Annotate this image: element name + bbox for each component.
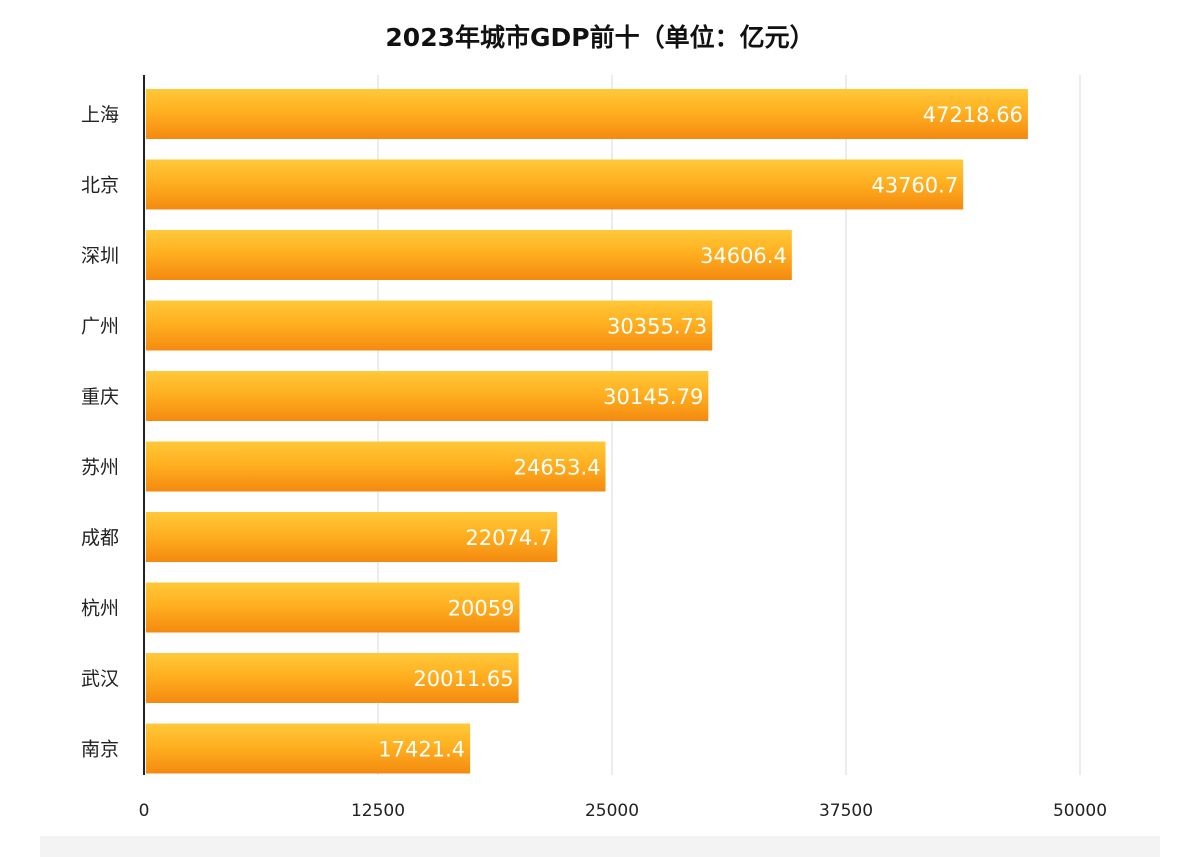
bar	[146, 371, 709, 421]
bar	[146, 723, 471, 774]
bar	[146, 159, 964, 210]
axis-layer: 0 12500 25000 37500 50000 上海北京深圳广州重庆苏州成都杭州武汉南…	[81, 75, 1107, 821]
data-label: 24653.4	[514, 456, 601, 480]
data-label: 30355.73	[607, 315, 707, 339]
bar	[146, 512, 558, 562]
y-tick-label: 南京	[81, 739, 119, 761]
y-tick-label: 杭州	[81, 598, 119, 620]
data-label: 30145.79	[603, 385, 703, 409]
bar	[146, 441, 606, 492]
y-tick-label: 成都	[81, 527, 119, 549]
bar	[146, 230, 792, 280]
y-tick-label: 苏州	[81, 457, 119, 479]
bar	[146, 89, 1028, 139]
y-tick-label: 上海	[81, 104, 119, 126]
bar	[146, 653, 519, 703]
data-label: 22074.7	[465, 526, 552, 550]
y-tick-label: 深圳	[81, 245, 119, 267]
x-tick-label: 12500	[351, 801, 405, 821]
bars-layer: 47218.66 43760.7 34606.4 30355.73 30145.79 24…	[146, 89, 1028, 774]
y-tick-label: 广州	[81, 316, 119, 338]
data-label: 20059	[448, 597, 515, 621]
data-label: 47218.66	[923, 103, 1023, 127]
data-label: 17421.4	[378, 738, 465, 762]
x-tick-label: 50000	[1053, 801, 1107, 821]
y-tick-label: 武汉	[81, 668, 119, 690]
bar	[146, 300, 713, 351]
chart-title: 2023年城市GDP前十（单位：亿元）	[385, 23, 815, 52]
bar	[146, 582, 520, 633]
bottom-band	[40, 836, 1160, 857]
x-tick-label: 37500	[819, 801, 873, 821]
data-label: 34606.4	[700, 244, 787, 268]
x-tick-label: 0	[139, 801, 150, 821]
x-tick-label: 25000	[585, 801, 639, 821]
y-tick-label: 北京	[81, 175, 119, 197]
y-tick-label: 重庆	[81, 386, 119, 408]
data-label: 20011.65	[413, 667, 513, 691]
data-label: 43760.7	[871, 174, 958, 198]
